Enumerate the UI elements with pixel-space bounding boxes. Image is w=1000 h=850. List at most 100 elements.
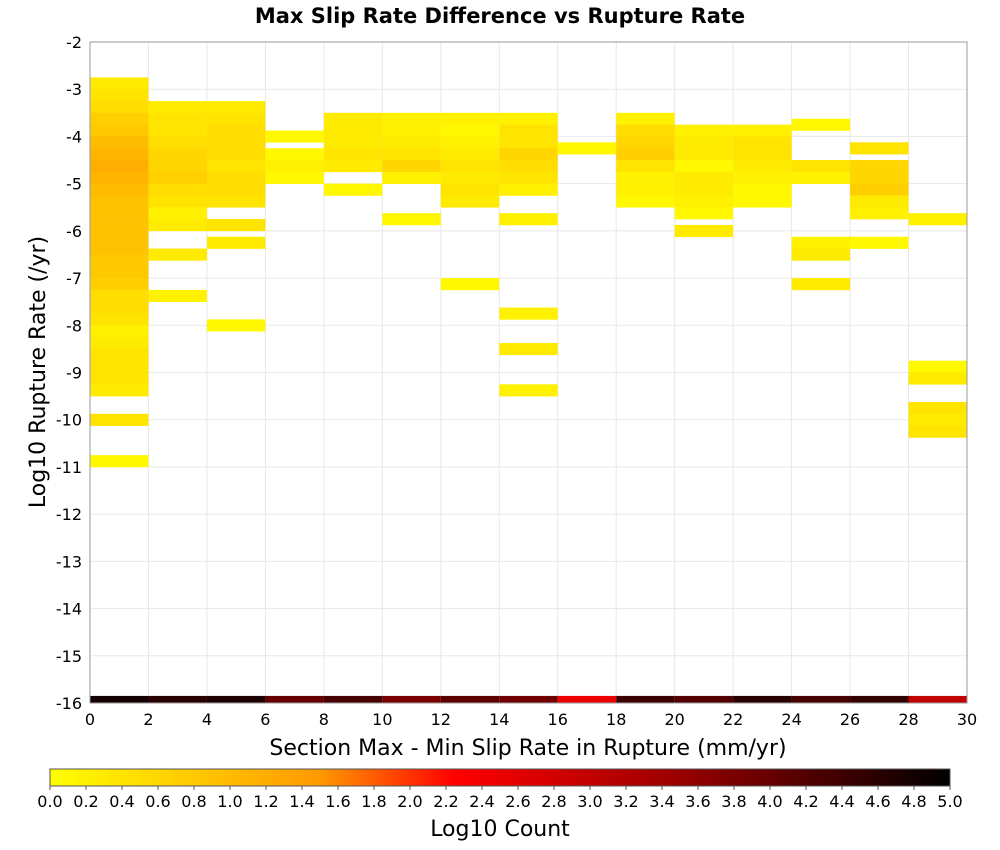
heatmap-cell	[616, 148, 675, 161]
y-tick-label: -16	[56, 694, 82, 713]
heatmap-cell	[908, 402, 967, 415]
heatmap-cell	[323, 160, 383, 173]
heatmap-cell	[440, 278, 500, 291]
x-tick-label: 16	[548, 710, 568, 729]
heatmap-cell	[616, 136, 675, 149]
colorbar-tick-label: 0.2	[73, 792, 98, 811]
colorbar-tick-label: 2.6	[505, 792, 530, 811]
x-tick-label: 30	[957, 710, 977, 729]
heatmap-cell	[499, 124, 558, 137]
colorbar-tick-label: 1.8	[361, 792, 386, 811]
heatmap-cell	[148, 101, 207, 114]
heatmap-cell	[499, 171, 558, 184]
heatmap-cell	[148, 112, 207, 125]
x-tick-label: 0	[85, 710, 95, 729]
heatmap-cell	[499, 213, 558, 226]
heatmap-cell	[206, 124, 266, 137]
x-tick-label: 10	[372, 710, 392, 729]
heatmap-cell	[148, 248, 207, 261]
heatmap-cell	[206, 171, 266, 184]
heatmap-cell	[90, 266, 149, 279]
colorbar-tick-label: 3.8	[721, 792, 746, 811]
y-tick-label: -2	[66, 33, 82, 52]
heatmap-cell	[206, 236, 266, 249]
colorbar-tick-label: 1.4	[289, 792, 314, 811]
heatmap-cell	[90, 337, 149, 350]
heatmap-cell	[382, 112, 441, 125]
plot-border	[89, 41, 968, 704]
heatmap-cell	[674, 207, 734, 220]
x-tick-label: 20	[664, 710, 684, 729]
chart-title: Max Slip Rate Difference vs Rupture Rate	[255, 4, 745, 28]
heatmap-cell	[148, 183, 207, 196]
heatmap-cell	[850, 207, 909, 220]
heatmap-cell	[382, 171, 441, 184]
x-tick-label: 18	[606, 710, 626, 729]
colorbar-tick-label: 4.2	[793, 792, 818, 811]
heatmap-strip-cell	[850, 695, 909, 703]
y-tick-label: -10	[56, 411, 82, 430]
x-tick-label: 8	[319, 710, 329, 729]
heatmap-cell	[908, 360, 967, 373]
heatmap-strip-cell	[206, 695, 266, 703]
colorbar-tick-label: 4.4	[829, 792, 854, 811]
y-tick-label: -4	[66, 127, 82, 146]
colorbar-tick-label: 3.2	[613, 792, 638, 811]
heatmap-cell	[733, 148, 792, 161]
heatmap-strip-cell	[733, 695, 792, 703]
heatmap-cell	[148, 171, 207, 184]
heatmap-cell	[265, 160, 324, 173]
heatmap-cell	[908, 372, 967, 385]
heatmap-cell	[90, 360, 149, 373]
heatmap-cell	[90, 112, 149, 125]
x-axis-ticks: 0 2 4 6 8 10 12 14 16 18 20 22 24 26 28 30	[85, 710, 977, 729]
heatmap-cell	[148, 219, 207, 232]
heatmap-strip-cell	[323, 695, 383, 703]
heatmap-cell	[382, 136, 441, 149]
heatmap-cell	[382, 160, 441, 173]
colorbar-tick-label: 4.6	[865, 792, 890, 811]
heatmap-strip-cell	[557, 695, 617, 703]
heatmap-cell	[90, 301, 149, 314]
heatmap-strip-cell	[791, 695, 851, 703]
heatmap-cell	[616, 112, 675, 125]
heatmap-cell	[323, 136, 383, 149]
colorbar-tick-label: 0.6	[145, 792, 170, 811]
heatmap-cell	[323, 112, 383, 125]
heatmap-cell	[440, 160, 500, 173]
heatmap-cell	[206, 112, 266, 125]
heatmap-cell	[499, 307, 558, 320]
heatmap-cell	[674, 171, 734, 184]
heatmap-cell	[733, 171, 792, 184]
heatmap-strip-cell	[908, 695, 967, 703]
heatmap-cell	[265, 171, 324, 184]
heatmap-cell	[90, 325, 149, 338]
heatmap-strip-cell	[265, 695, 324, 703]
heatmap-cell	[323, 148, 383, 161]
y-tick-label: -14	[56, 600, 82, 619]
heatmap-cell	[616, 171, 675, 184]
heatmap-cell	[90, 148, 149, 161]
heatmap-strip-cell	[90, 695, 149, 703]
heatmap-cell	[206, 148, 266, 161]
heatmap-cell	[90, 195, 149, 208]
heatmap-cell	[148, 195, 207, 208]
x-tick-label: 6	[260, 710, 270, 729]
heatmap-cell	[148, 160, 207, 173]
heatmap-cell	[90, 372, 149, 385]
heatmap-cell	[90, 219, 149, 232]
y-tick-label: -11	[56, 458, 82, 477]
heatmap-cell	[90, 101, 149, 114]
heatmap-cell	[148, 207, 207, 220]
y-tick-label: -3	[66, 80, 82, 99]
heatmap-cell	[440, 112, 500, 125]
y-tick-label: -12	[56, 505, 82, 524]
heatmap-cell	[90, 77, 149, 90]
x-axis-label: Section Max - Min Slip Rate in Rupture (…	[269, 736, 786, 761]
heatmap-cell	[440, 124, 500, 137]
colorbar-tick-label: 2.2	[433, 792, 458, 811]
heatmap-cell	[674, 224, 734, 238]
y-tick-label: -7	[66, 269, 82, 288]
heatmap-cell	[850, 171, 909, 184]
